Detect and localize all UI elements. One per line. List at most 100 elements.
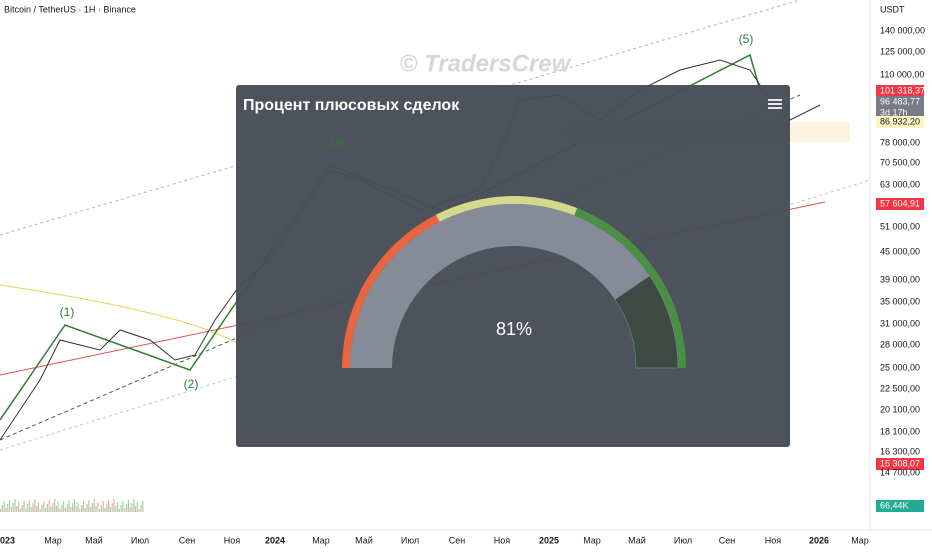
- volume-bar: [118, 509, 120, 512]
- time-label: Мар: [312, 535, 330, 545]
- time-label: 2024: [265, 535, 285, 545]
- volume-bar: [66, 504, 68, 512]
- volume-bar: [10, 507, 12, 512]
- volume-bar: [91, 503, 93, 512]
- time-label: 2026: [809, 535, 829, 545]
- volume-bar: [106, 504, 108, 512]
- price-badge: [876, 85, 924, 97]
- time-label: Мар: [44, 535, 62, 545]
- time-label: Июл: [401, 535, 419, 545]
- time-label: Сен: [179, 535, 196, 545]
- volume-bar: [117, 502, 119, 512]
- volume-bar: [122, 501, 124, 512]
- price-label: 35 000,00: [880, 296, 920, 306]
- price-badge: [876, 500, 924, 512]
- volume-bar: [12, 503, 14, 512]
- volume-bar: [108, 500, 110, 512]
- volume-bar: [27, 504, 29, 512]
- volume-bar: [14, 499, 16, 512]
- volume-bar: [82, 501, 84, 512]
- gauge-band: [342, 214, 440, 368]
- price-label: 22 500,00: [880, 383, 920, 393]
- volume-bar: [120, 505, 122, 512]
- price-label: 70 500,00: [880, 157, 920, 167]
- volume-bar: [50, 507, 52, 512]
- time-label: 2023: [0, 535, 15, 545]
- volume-bar: [39, 509, 41, 512]
- price-label: 31 000,00: [880, 318, 920, 328]
- gauge-value: 81%: [496, 319, 532, 339]
- price-label: 57 604,91: [880, 198, 920, 208]
- price-label: 15 308,07: [880, 458, 920, 468]
- volume-bar: [30, 507, 32, 512]
- volume-bar: [57, 502, 59, 512]
- volume-bar: [46, 504, 48, 512]
- time-label: Ноя: [494, 535, 511, 545]
- gauge: [342, 196, 686, 369]
- volume-bar: [32, 503, 34, 512]
- volume-bar: [129, 507, 131, 512]
- volume-bar: [59, 509, 61, 512]
- channel-line: [0, 179, 871, 451]
- volume-bar: [9, 500, 11, 512]
- price-label: 18 100,00: [880, 426, 920, 436]
- volume-bar: [111, 503, 113, 512]
- time-label: Мар: [851, 535, 869, 545]
- volume-bar: [142, 501, 144, 512]
- volume-bar: [23, 501, 25, 512]
- volume-bar: [16, 506, 18, 512]
- price-label: USDT: [880, 4, 905, 14]
- wave-label: (3): [330, 135, 345, 149]
- volume-bar: [77, 502, 79, 512]
- volume-bar: [136, 502, 138, 512]
- wave-label: (5): [739, 32, 754, 46]
- time-label: 2025: [539, 535, 559, 545]
- price-label: 3d 17h: [880, 107, 908, 117]
- price-label: 110 000,00: [880, 69, 924, 79]
- volume-bar: [0, 509, 2, 512]
- volume-bar: [140, 505, 142, 512]
- gauge-band: [435, 196, 578, 222]
- volume-bar: [100, 505, 102, 512]
- price-label: 39 000,00: [880, 274, 920, 284]
- price-badge: [876, 198, 924, 210]
- volume-bar: [72, 503, 74, 512]
- volume-bar: [18, 502, 20, 512]
- price-badge: [876, 116, 924, 128]
- volume-bar: [5, 508, 7, 512]
- volume-bar: [37, 502, 39, 512]
- price-label: 96 483,77: [880, 96, 920, 106]
- price-label: 25 000,00: [880, 362, 920, 372]
- volume-bar: [113, 499, 115, 512]
- chart-title: Процент плюсовых сделок: [243, 97, 460, 114]
- price-badge: [876, 96, 924, 108]
- volume-bar: [45, 508, 47, 512]
- time-label: Ноя: [224, 535, 241, 545]
- volume-bar: [21, 505, 23, 512]
- volume-bar: [81, 505, 83, 512]
- time-label: Май: [85, 535, 103, 545]
- volume-bar: [95, 506, 97, 512]
- time-label: Май: [355, 535, 373, 545]
- gauge-rest: [614, 275, 679, 369]
- volume-bar: [1, 505, 3, 512]
- volume-bar: [124, 508, 126, 512]
- volume-bar: [73, 499, 75, 512]
- time-label: Сен: [449, 535, 466, 545]
- price-label: 86 932,20: [880, 116, 920, 126]
- volume-bar: [115, 506, 117, 512]
- volume-bar: [63, 501, 65, 512]
- volume-bar: [104, 508, 106, 512]
- price-label: 125 000,00: [880, 46, 925, 56]
- menu-button[interactable]: [768, 99, 782, 109]
- volume-bar: [25, 508, 27, 512]
- volume-bar: [52, 503, 54, 512]
- volume-bar: [138, 509, 140, 512]
- volume-bar: [48, 500, 50, 512]
- volume-bar: [127, 500, 129, 512]
- symbol: Bitcoin / TetherUS · 1H · Binance: [4, 4, 136, 14]
- price-label: 14 700,00: [880, 467, 920, 477]
- price-label: 78 000,00: [880, 137, 920, 147]
- price-label: 63 000,00: [880, 179, 920, 189]
